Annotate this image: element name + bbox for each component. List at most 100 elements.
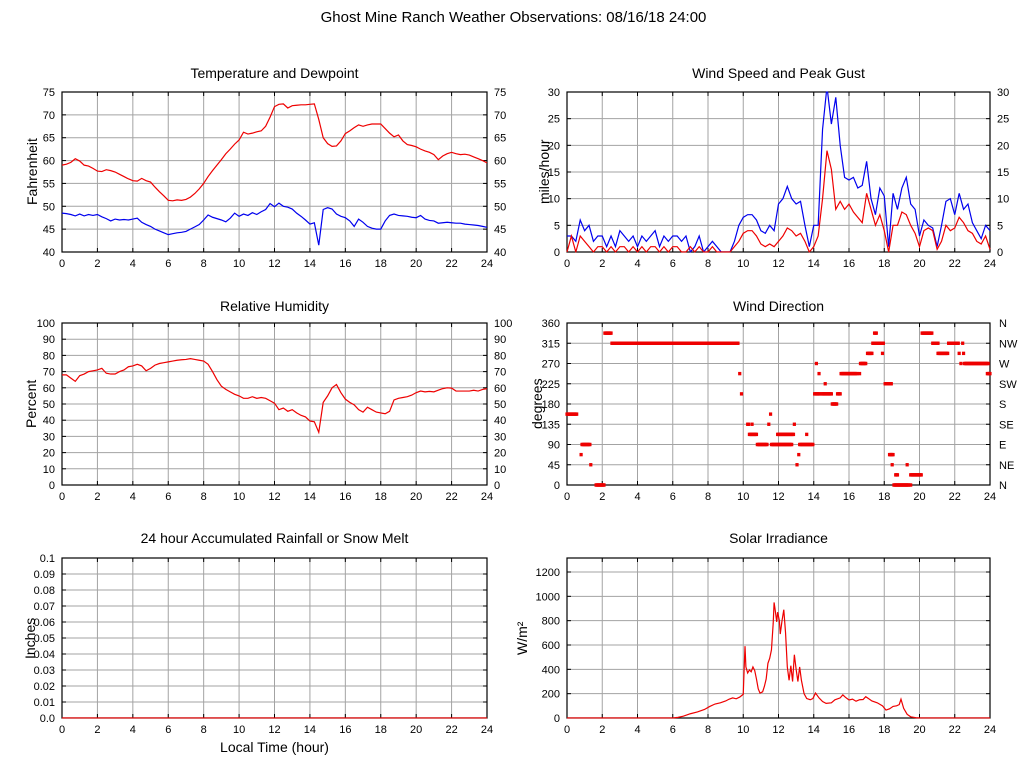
series-wind-speed [566,150,991,253]
y-tick-label: 0 [554,480,560,492]
x-tick-label: 0 [564,258,570,270]
x-tick-label: 8 [705,724,711,736]
tick-marks [566,322,991,486]
y-tick-label-right: 65 [494,133,506,145]
y-tick-label-right: 10 [997,194,1009,206]
x-tick-label: 2 [599,258,605,270]
y-tick-label: 0 [554,713,560,725]
x-tick-label: 0 [59,724,65,736]
x-tick-label: 16 [843,724,855,736]
y-tick-label: 360 [542,318,560,330]
x-tick-label: 18 [878,491,890,503]
y-tick-label: 0.07 [34,601,55,613]
grid-lines [566,91,991,253]
y-tick-label-right: 30 [997,87,1009,99]
y-tick-label: 40 [43,247,55,259]
x-tick-label: 16 [339,491,351,503]
x-tick-label: 18 [878,258,890,270]
y-tick-label: 100 [37,318,55,330]
y-tick-label: 0.04 [34,649,55,661]
y-tick-label-right: 100 [494,318,512,330]
x-tick-label: 6 [670,724,676,736]
y-tick-label: 200 [542,689,560,701]
y-tick-label: 0.1 [40,553,55,565]
y-tick-label-right: 20 [997,140,1009,152]
x-tick-label: 16 [843,258,855,270]
y-tick-label: 315 [542,338,560,350]
x-tick-label: 0 [59,491,65,503]
y-tick-label: 270 [542,359,560,371]
x-tick-label: 6 [670,491,676,503]
x-tick-label: 10 [233,258,245,270]
tick-labels: 0 2 4 6 8 10 12 14 16 18 20 22 240200400600800100012… [536,567,997,736]
x-tick-label: 4 [634,724,640,736]
y-tick-label: 20 [548,140,560,152]
y-tick-label: 225 [542,379,560,391]
series-peak-gust [567,91,991,253]
compass-tick-label: W [999,359,1010,371]
x-axis-label: Local Time (hour) [220,739,329,755]
x-tick-label: 20 [913,258,925,270]
x-tick-label: 8 [201,491,207,503]
x-tick-label: 20 [410,258,422,270]
x-tick-label: 2 [94,258,100,270]
y-tick-label: 90 [548,440,560,452]
series-temperature [61,103,488,202]
y-tick-label-right: 5 [997,220,1003,232]
y-tick-label: 135 [542,419,560,431]
x-tick-label: 14 [304,258,316,270]
y-tick-label-right: 55 [494,178,506,190]
series-dewpoint [61,202,488,246]
x-tick-label: 6 [670,258,676,270]
y-tick-label-right: 50 [494,201,506,213]
x-tick-label: 24 [481,724,493,736]
y-tick-label: 0.01 [34,697,55,709]
y-tick-label: 70 [43,367,55,379]
x-tick-label: 0 [564,491,570,503]
x-tick-label: 2 [94,724,100,736]
y-tick-label-right: 70 [494,367,506,379]
y-tick-label: 80 [43,350,55,362]
x-tick-label: 18 [375,491,387,503]
y-tick-label-right: 75 [494,87,506,99]
tick-marks [61,322,488,486]
y-tick-label: 0.0 [40,713,55,725]
x-tick-label: 8 [705,258,711,270]
y-tick-label: 40 [43,415,55,427]
compass-tick-label: NW [999,338,1018,350]
y-tick-label-right: 90 [494,334,506,346]
y-tick-label: 75 [43,87,55,99]
y-tick-label: 400 [542,664,560,676]
tick-marks [61,91,488,253]
x-tick-label: 6 [165,491,171,503]
x-tick-label: 6 [165,724,171,736]
x-tick-label: 16 [843,491,855,503]
x-tick-label: 24 [984,491,996,503]
x-tick-label: 12 [268,258,280,270]
y-tick-label-right: 50 [494,399,506,411]
y-tick-label: 90 [43,334,55,346]
x-tick-label: 14 [808,258,820,270]
compass-tick-label: N [999,480,1007,492]
grid-lines [566,322,991,486]
chart-title: Relative Humidity [220,298,329,314]
chart-title: Wind Direction [732,298,825,314]
grid-lines [61,91,488,253]
y-tick-label: 0 [554,247,560,259]
y-tick-label: 0.02 [34,681,55,693]
x-tick-label: 18 [878,724,890,736]
series-relative-humidity [62,358,488,435]
y-tick-label-right: 10 [494,464,506,476]
x-tick-label: 22 [949,724,961,736]
compass-tick-label: NE [999,460,1014,472]
x-tick-label: 4 [130,724,136,736]
grid-lines [61,557,488,719]
